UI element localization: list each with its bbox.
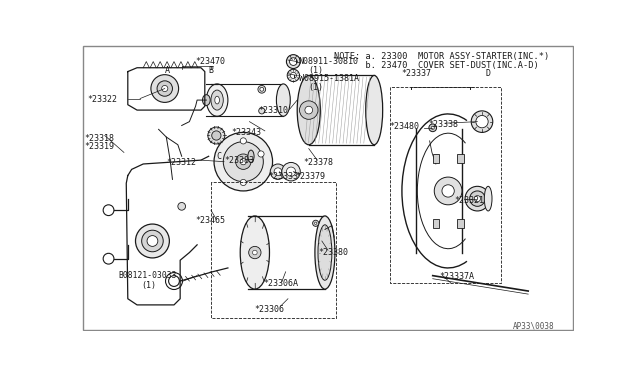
Bar [458, 154, 463, 163]
Circle shape [162, 86, 168, 92]
Text: *23378: *23378 [303, 158, 333, 167]
Circle shape [274, 168, 282, 176]
Ellipse shape [315, 216, 335, 289]
Circle shape [208, 127, 225, 144]
Bar [433, 219, 439, 228]
Ellipse shape [484, 186, 492, 211]
Text: W08915-1381A: W08915-1381A [299, 74, 359, 83]
Ellipse shape [248, 150, 254, 163]
Ellipse shape [318, 225, 332, 280]
Text: D: D [486, 69, 491, 78]
Text: *23306A: *23306A [263, 279, 298, 289]
Circle shape [178, 202, 186, 210]
Text: AP33\0038: AP33\0038 [513, 322, 554, 331]
Circle shape [305, 106, 312, 114]
Text: *23337A: *23337A [440, 272, 475, 281]
Circle shape [429, 124, 436, 132]
Circle shape [249, 246, 261, 259]
Circle shape [282, 163, 300, 181]
Text: (1): (1) [308, 83, 324, 92]
Circle shape [270, 164, 285, 179]
Circle shape [258, 86, 266, 93]
Bar [433, 154, 439, 163]
Circle shape [474, 196, 481, 202]
Text: b. 23470  COVER SET-DUST(INC.A-D): b. 23470 COVER SET-DUST(INC.A-D) [334, 61, 539, 70]
Text: B08121-03033: B08121-03033 [118, 271, 177, 280]
Circle shape [240, 158, 246, 165]
Circle shape [314, 222, 317, 224]
Circle shape [287, 167, 296, 176]
Circle shape [442, 185, 454, 197]
Text: *23321: *23321 [454, 196, 484, 205]
Circle shape [103, 253, 114, 264]
Text: *23343: *23343 [232, 128, 262, 137]
Circle shape [260, 87, 264, 91]
Circle shape [151, 75, 179, 102]
Circle shape [223, 142, 263, 182]
Circle shape [259, 108, 265, 114]
Circle shape [236, 154, 251, 169]
Ellipse shape [202, 95, 210, 106]
Circle shape [287, 55, 300, 68]
Ellipse shape [365, 76, 383, 145]
Ellipse shape [211, 90, 223, 110]
Text: (1): (1) [308, 66, 324, 75]
Circle shape [291, 73, 296, 78]
Text: C: C [216, 153, 221, 161]
Text: *23470: *23470 [196, 57, 225, 66]
Circle shape [141, 230, 163, 252]
Circle shape [157, 81, 172, 96]
Text: *23379: *23379 [296, 173, 326, 182]
Ellipse shape [276, 84, 291, 116]
Circle shape [168, 276, 179, 286]
Text: *23322: *23322 [88, 95, 118, 104]
Circle shape [253, 250, 257, 255]
Circle shape [471, 111, 493, 132]
Circle shape [435, 177, 462, 205]
Text: *23465: *23465 [196, 217, 225, 225]
Circle shape [287, 69, 300, 81]
Text: *23383: *23383 [224, 156, 254, 165]
Circle shape [258, 151, 264, 157]
Circle shape [147, 235, 158, 246]
Circle shape [470, 191, 485, 206]
Circle shape [240, 179, 246, 186]
Text: *23480: *23480 [390, 122, 420, 131]
Circle shape [300, 101, 318, 119]
Text: *23310: *23310 [259, 106, 289, 115]
Text: *23333: *23333 [268, 173, 298, 182]
Ellipse shape [297, 76, 320, 145]
Circle shape [103, 205, 114, 216]
Circle shape [212, 131, 221, 140]
Text: A: A [164, 66, 170, 75]
Text: *23312: *23312 [166, 158, 196, 167]
Ellipse shape [215, 96, 220, 104]
Circle shape [214, 132, 273, 191]
Ellipse shape [206, 84, 228, 116]
Text: *23306: *23306 [254, 305, 284, 314]
Bar [458, 219, 463, 228]
Text: *23338: *23338 [428, 120, 458, 129]
Circle shape [240, 138, 246, 144]
Text: (1): (1) [141, 281, 157, 290]
Circle shape [289, 58, 297, 65]
Text: *23318: *23318 [84, 134, 115, 143]
Text: N08911-30810: N08911-30810 [299, 57, 359, 66]
Text: *23380: *23380 [319, 248, 349, 257]
Circle shape [431, 126, 435, 129]
Circle shape [312, 220, 319, 226]
Text: NOTE: a. 23300  MOTOR ASSY-STARTER(INC.*): NOTE: a. 23300 MOTOR ASSY-STARTER(INC.*) [334, 52, 549, 61]
Text: B: B [209, 66, 214, 75]
Text: *23337: *23337 [401, 69, 431, 78]
Circle shape [476, 115, 488, 128]
Ellipse shape [240, 216, 269, 289]
Circle shape [136, 224, 170, 258]
Circle shape [465, 186, 490, 211]
Text: *23319: *23319 [84, 142, 115, 151]
